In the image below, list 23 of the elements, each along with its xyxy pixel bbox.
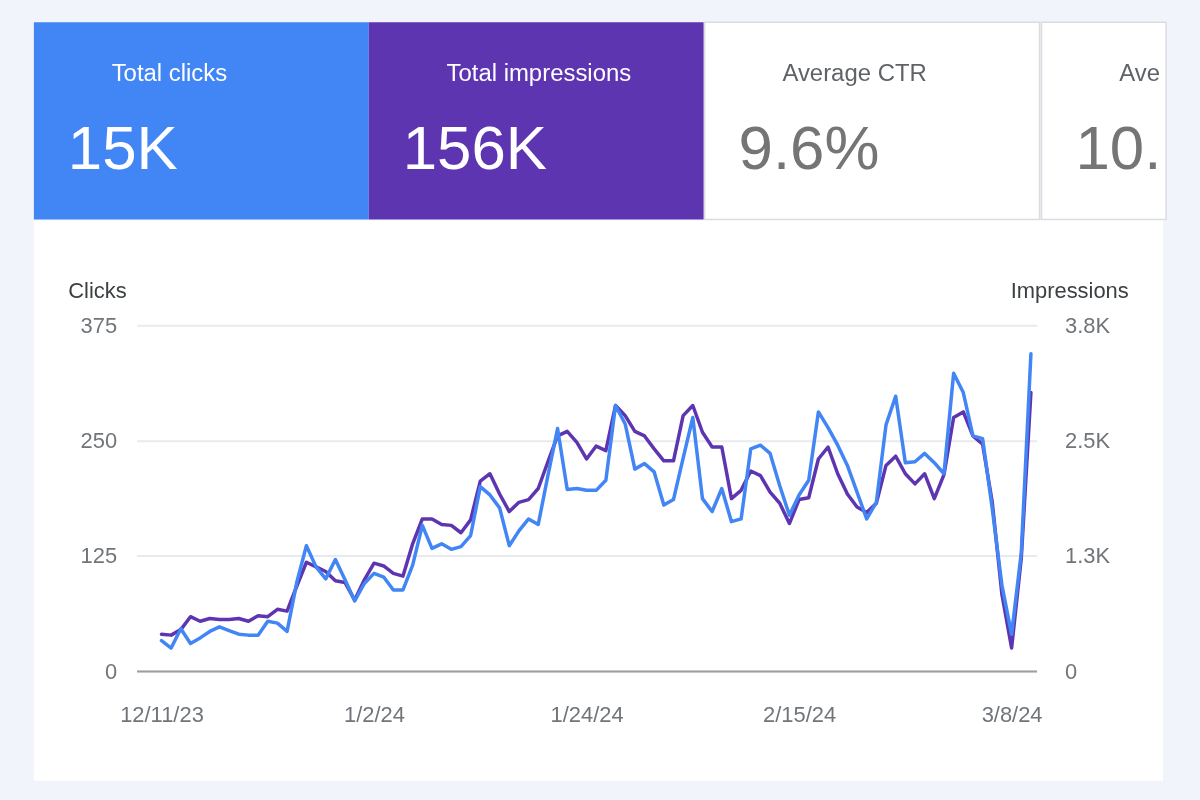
y2-tick-label: 1.3K bbox=[1064, 543, 1111, 569]
x-tick-label: 1/24/24 bbox=[550, 702, 624, 728]
text: Ave bbox=[1119, 59, 1161, 87]
text: 9.6% bbox=[738, 112, 880, 182]
text: Total impressions bbox=[446, 59, 632, 87]
y2-tick-label: 2.5K bbox=[1064, 428, 1111, 454]
y-axis-title: Clicks bbox=[68, 277, 127, 303]
text: 15K bbox=[67, 112, 178, 182]
y2-axis-title: Impressions bbox=[1010, 277, 1129, 303]
y2-tick-label: 3.8K bbox=[1064, 312, 1111, 338]
x-tick-label: 12/11/23 bbox=[120, 702, 204, 728]
text: 156K bbox=[402, 112, 547, 182]
y-tick-label: 0 bbox=[104, 658, 118, 684]
text: 10. bbox=[1075, 112, 1162, 182]
text: Total clicks bbox=[111, 59, 228, 87]
x-tick-label: 1/2/24 bbox=[344, 702, 405, 728]
x-tick-label: 2/15/24 bbox=[763, 702, 837, 728]
y-tick-label: 125 bbox=[80, 543, 118, 569]
y-tick-label: 250 bbox=[80, 428, 118, 454]
text: Average CTR bbox=[782, 59, 927, 87]
y2-tick-label: 0 bbox=[1064, 658, 1078, 684]
y-tick-label: 375 bbox=[80, 312, 118, 338]
x-tick-label: 3/8/24 bbox=[981, 702, 1043, 728]
